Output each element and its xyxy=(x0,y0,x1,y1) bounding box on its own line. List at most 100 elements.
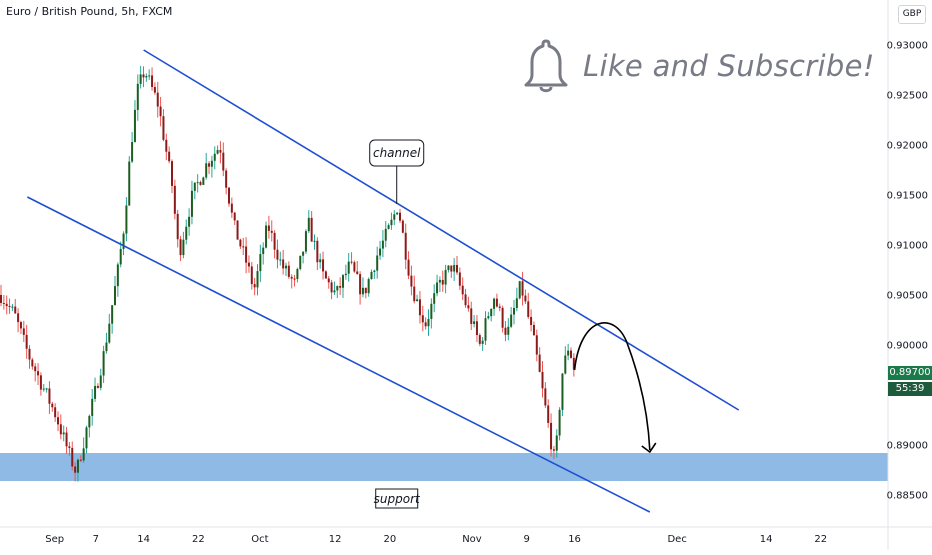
candle-body xyxy=(521,281,524,296)
y-tick-label: 0.89000 xyxy=(887,441,928,452)
candle-body xyxy=(470,308,473,324)
y-tick-label: 0.92000 xyxy=(887,141,928,152)
candle-body xyxy=(85,427,88,449)
candle-body xyxy=(433,293,436,304)
candle-body xyxy=(552,449,555,451)
chart-title: Euro / British Pound, 5h, FXCM xyxy=(6,5,173,18)
candle-body xyxy=(71,447,74,467)
candle-body xyxy=(504,327,507,335)
candle-body xyxy=(493,298,496,309)
candle-body xyxy=(558,409,561,436)
candle-body xyxy=(171,161,173,186)
candle-body xyxy=(199,182,202,185)
candle-body xyxy=(65,432,68,447)
candle-body xyxy=(270,230,273,233)
candle-body xyxy=(11,306,14,308)
candle-body xyxy=(108,323,111,343)
currency-badge[interactable]: GBP xyxy=(898,5,926,24)
candle-body xyxy=(225,170,228,188)
candle-body xyxy=(242,246,245,248)
x-tick-label: 16 xyxy=(568,534,581,545)
candle-body xyxy=(336,286,339,291)
x-tick-label: 12 xyxy=(329,534,342,545)
candle-body xyxy=(262,247,265,255)
x-tick-label: 9 xyxy=(523,534,529,545)
candle-body xyxy=(62,432,65,435)
candle-body xyxy=(307,217,310,232)
candle-body xyxy=(444,269,447,285)
candle-body xyxy=(2,302,5,304)
candle-body xyxy=(436,282,439,294)
candle-body xyxy=(541,371,544,389)
x-tick-label: 14 xyxy=(760,534,773,545)
candle-body xyxy=(390,219,393,226)
candle-body xyxy=(42,388,45,390)
candle-body xyxy=(179,239,182,256)
candle-body xyxy=(555,435,558,451)
candle-body xyxy=(501,307,504,328)
candle-body xyxy=(416,299,419,302)
candle-body xyxy=(162,116,165,140)
candle-body xyxy=(22,328,25,335)
candle-body xyxy=(145,76,148,78)
candle-body xyxy=(461,285,464,295)
candle-body xyxy=(310,217,313,242)
channel-lower-line xyxy=(26,196,651,513)
candle-body xyxy=(79,459,82,461)
candle-body xyxy=(193,182,196,191)
candle-body xyxy=(102,351,105,376)
candle-body xyxy=(148,75,151,77)
candle-body xyxy=(507,326,510,335)
x-tick-label: Nov xyxy=(462,534,482,545)
candle-body xyxy=(441,279,444,285)
candle-body xyxy=(424,322,427,327)
y-tick-label: 0.93000 xyxy=(887,41,928,52)
candle-body xyxy=(333,290,336,293)
candle-body xyxy=(359,274,362,295)
candle-body xyxy=(116,264,119,287)
candle-body xyxy=(495,298,498,307)
candle-body xyxy=(28,348,31,360)
candle-body xyxy=(153,87,156,93)
candle-body xyxy=(94,385,97,399)
candle-body xyxy=(250,266,253,285)
bell-icon xyxy=(524,39,568,93)
x-tick-label: Sep xyxy=(45,534,64,545)
candle-body xyxy=(319,259,322,263)
candle-body xyxy=(142,74,145,78)
candle-body xyxy=(304,231,307,252)
candle-body xyxy=(430,303,433,319)
candle-body xyxy=(347,261,350,274)
candle-body xyxy=(490,308,493,317)
candle-body xyxy=(105,342,108,352)
candle-body xyxy=(14,306,17,314)
candle-body xyxy=(518,281,521,299)
candle-body xyxy=(5,303,8,307)
candle-body xyxy=(373,270,376,272)
candle-body xyxy=(524,295,527,302)
channel-upper-line xyxy=(143,49,740,411)
candle-body xyxy=(196,182,199,184)
support-zone xyxy=(0,453,888,481)
candle-body xyxy=(236,220,239,240)
candle-body xyxy=(222,152,225,171)
candle-body xyxy=(427,318,430,327)
candle-body xyxy=(393,214,396,220)
candle-body xyxy=(122,233,125,249)
x-tick-label: 22 xyxy=(192,534,205,545)
candle-body xyxy=(54,407,57,418)
candle-body xyxy=(188,216,191,227)
candle-body xyxy=(453,265,456,272)
candle-body xyxy=(51,403,54,408)
candle-body xyxy=(0,295,2,303)
candle-body xyxy=(91,398,94,416)
candle-body xyxy=(282,259,285,269)
candle-body xyxy=(570,350,572,358)
candle-body xyxy=(68,446,71,448)
candle-body xyxy=(356,271,359,275)
candle-body xyxy=(293,278,296,280)
candle-body xyxy=(324,271,327,279)
candle-body xyxy=(273,232,276,250)
